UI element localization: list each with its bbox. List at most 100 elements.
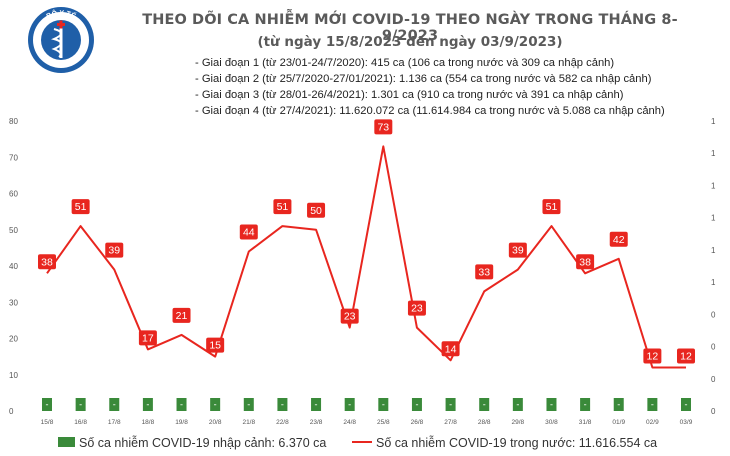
import-bar-labels: -------------------- xyxy=(46,400,688,410)
import-bar xyxy=(647,398,658,411)
import-bar xyxy=(681,398,691,411)
y-left-tick: 40 xyxy=(9,262,18,271)
y-right-tick: 1 xyxy=(711,181,716,190)
data-label-box xyxy=(105,242,124,258)
data-label-box xyxy=(475,264,494,280)
import-bar xyxy=(277,398,288,411)
data-label-text: 51 xyxy=(546,201,558,213)
import-bar-label: - xyxy=(180,400,183,410)
legend-line-label: Số ca nhiễm COVID-19 trong nước: 11.616.… xyxy=(376,435,657,450)
ministry-logo: BỘ Y TẾ MINISTRY OF HEALTH xyxy=(28,7,94,73)
y-right-tick: 0 xyxy=(711,343,716,352)
x-tick-label: 02/9 xyxy=(646,419,659,426)
data-label: 44 xyxy=(239,224,258,240)
x-tick-label: 15/8 xyxy=(41,419,54,426)
x-tick-label: 18/8 xyxy=(142,419,155,426)
y-left-tick: 50 xyxy=(9,226,18,235)
y-right-tick: 1 xyxy=(711,117,716,126)
data-label-box xyxy=(407,300,426,316)
x-tick-label: 19/8 xyxy=(175,419,188,426)
data-label-box xyxy=(677,348,695,364)
x-tick-label: 23/8 xyxy=(310,419,323,426)
x-tick-label: 17/8 xyxy=(108,419,121,426)
data-label-text: 12 xyxy=(647,351,659,363)
data-label: 21 xyxy=(172,307,191,323)
x-tick-label: 26/8 xyxy=(411,419,424,426)
legend-bar-swatch xyxy=(58,437,75,447)
import-bar-label: - xyxy=(348,400,351,410)
data-label: 15 xyxy=(206,337,225,353)
import-bar xyxy=(512,398,523,411)
data-label-text: 42 xyxy=(613,234,625,246)
y-right-tick: 1 xyxy=(711,246,716,255)
data-label: 14 xyxy=(441,341,460,357)
data-label: 38 xyxy=(38,254,56,270)
import-bar-label: - xyxy=(113,400,116,410)
data-label: 12 xyxy=(643,348,662,364)
import-bar xyxy=(109,398,120,411)
import-bar-label: - xyxy=(550,400,553,410)
data-label-text: 39 xyxy=(512,245,524,257)
x-tick-label: 28/8 xyxy=(478,419,491,426)
data-label-text: 51 xyxy=(277,201,289,213)
y-left-tick: 70 xyxy=(9,153,18,162)
x-tick-label: 30/8 xyxy=(545,419,558,426)
import-bar-label: - xyxy=(415,400,418,410)
data-label-box xyxy=(576,254,595,270)
phase-line-3: - Giai đoạn 3 (từ 28/01-26/4/2021): 1.30… xyxy=(195,89,624,101)
import-bar xyxy=(378,398,389,411)
chart-subtitle: (từ ngày 15/8/2023 đến ngày 03/9/2023) xyxy=(257,34,563,50)
import-bars xyxy=(42,398,691,411)
y-left-tick: 0 xyxy=(9,407,14,416)
y-right-tick: 1 xyxy=(711,149,716,158)
data-label: 23 xyxy=(407,300,426,316)
y-left-tick: 30 xyxy=(9,298,18,307)
x-tick-label: 01/9 xyxy=(612,419,625,426)
data-label: 51 xyxy=(273,199,292,215)
data-label-box xyxy=(340,308,359,324)
x-tick-label: 03/9 xyxy=(680,419,693,426)
data-label-text: 14 xyxy=(445,343,457,355)
y-right-tick: 0 xyxy=(711,407,716,416)
import-bar-label: - xyxy=(79,400,82,410)
data-label-box xyxy=(138,330,157,346)
import-bar-label: - xyxy=(214,400,217,410)
import-bar xyxy=(411,398,422,411)
data-label-box xyxy=(508,242,527,258)
chart-title: THEO DÕI CA NHIỄM MỚI COVID-19 THEO NGÀY… xyxy=(142,12,678,44)
data-label-box xyxy=(273,199,292,215)
import-bar-label: - xyxy=(584,400,587,410)
y-left-tick: 60 xyxy=(9,190,18,199)
legend-bar-label: Số ca nhiễm COVID-19 nhập cảnh: 6.370 ca xyxy=(79,435,326,450)
data-label-text: 15 xyxy=(209,340,221,352)
data-label-text: 33 xyxy=(478,266,490,278)
x-tick-label: 21/8 xyxy=(242,419,255,426)
phase-summary: - Giai đoạn 1 (từ 23/01-24/7/2020): 415 … xyxy=(195,55,665,119)
y-left-tick: 80 xyxy=(9,117,18,126)
import-bar-label: - xyxy=(46,400,49,410)
data-label: 38 xyxy=(576,254,595,270)
y-right-tick: 1 xyxy=(711,214,716,223)
import-bar-label: - xyxy=(685,400,688,410)
x-tick-label: 29/8 xyxy=(512,419,525,426)
data-label: 51 xyxy=(71,199,90,215)
import-bar-label: - xyxy=(315,400,318,410)
import-bar xyxy=(142,398,153,411)
data-label-text: 21 xyxy=(176,310,188,322)
data-label-box xyxy=(239,224,258,240)
x-tick-label: 22/8 xyxy=(276,419,289,426)
import-bar xyxy=(176,398,187,411)
import-bar-label: - xyxy=(382,400,385,410)
data-label: 51 xyxy=(542,199,561,215)
x-axis-labels: 15/8 16/8 17/8 18/8 19/8 20/8 21/8 22/8 23/8 24/8… xyxy=(41,419,693,426)
import-bar xyxy=(311,398,322,411)
import-bar xyxy=(42,398,52,411)
import-bar xyxy=(479,398,490,411)
y-axis-right: 1 1 1 1 1 1 0 0 0 0 xyxy=(711,117,716,416)
import-bar xyxy=(344,398,355,411)
data-label: 50 xyxy=(307,202,326,218)
import-bar-label: - xyxy=(516,400,519,410)
data-label-box xyxy=(206,337,225,353)
data-label-box xyxy=(441,341,460,357)
